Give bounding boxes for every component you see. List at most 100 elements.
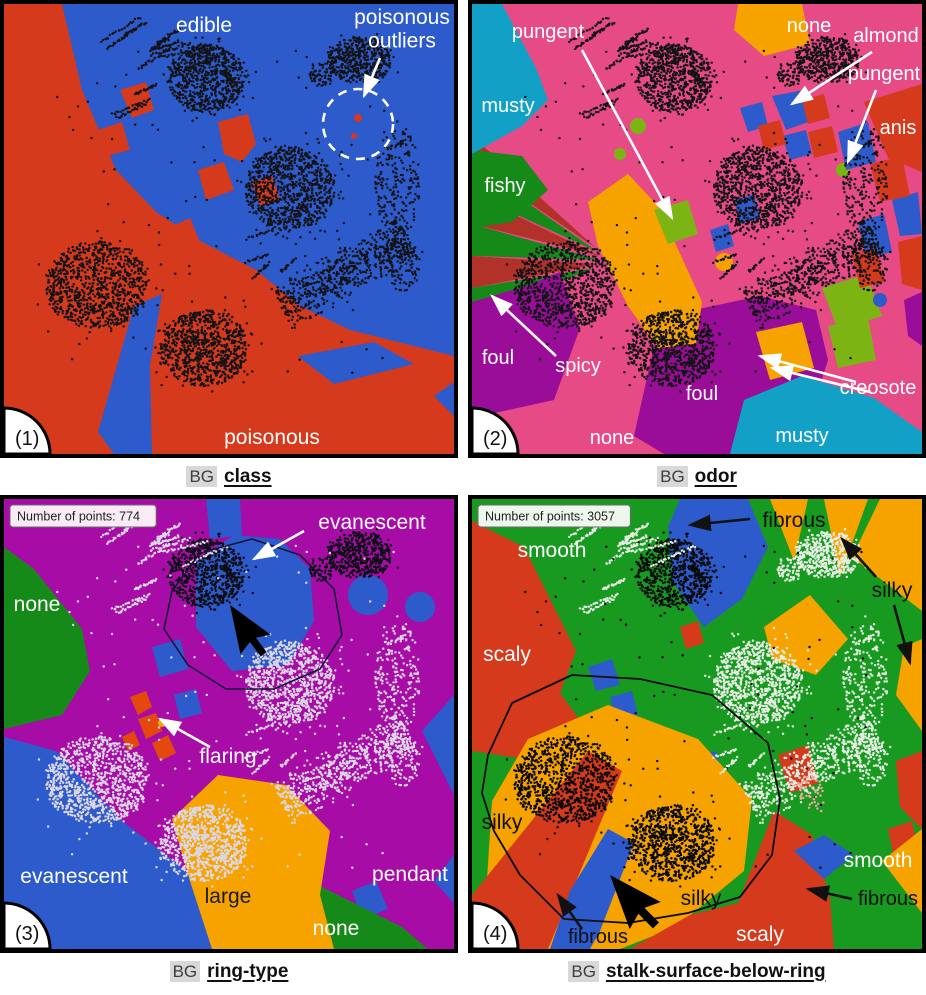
outlier-dashed-circle bbox=[321, 87, 395, 161]
points-count-tooltip bbox=[9, 504, 157, 528]
annotation-arrow bbox=[556, 892, 584, 930]
scatter-panel-class[interactable]: edible poisonous outliers poisonous (1) bbox=[0, 0, 458, 458]
annotation-arrow bbox=[840, 537, 877, 578]
decision-region bbox=[778, 745, 818, 793]
annotation-arrow bbox=[687, 514, 751, 532]
panel-number: (3) bbox=[15, 923, 39, 945]
caption-attribute: stalk-surface-below-ring bbox=[605, 960, 826, 982]
dot-cluster-J bbox=[244, 694, 335, 778]
dot-cluster-G bbox=[834, 615, 889, 751]
decision-region bbox=[4, 737, 232, 949]
region-label: evanescent bbox=[20, 865, 128, 888]
annotation-arrow bbox=[580, 49, 674, 221]
decision-region bbox=[472, 751, 622, 949]
region-label: none bbox=[14, 593, 61, 616]
decision-region bbox=[98, 294, 162, 454]
panel-cell-1: edible poisonous outliers poisonous (1) BG c… bbox=[0, 0, 458, 495]
dot-cluster-G2 bbox=[852, 243, 892, 292]
caption-attribute: odor bbox=[694, 465, 737, 487]
dot-cluster-F bbox=[622, 300, 731, 393]
region-label: silky bbox=[872, 579, 913, 602]
panel-cell-2: pungent none almond pungent musty anis fishy fo… bbox=[468, 0, 926, 495]
annotation-arrow bbox=[846, 89, 878, 165]
scatter-panel-stalk-surface-below-ring[interactable]: smooth fibrous silky scaly silky fibrous silky… bbox=[468, 495, 926, 953]
annotation-arrow bbox=[490, 294, 557, 357]
decision-region bbox=[218, 114, 256, 162]
dot-cluster-J bbox=[712, 694, 803, 778]
annotation-arrow bbox=[769, 364, 871, 394]
panel-caption-3: BG ring-type bbox=[169, 953, 288, 990]
region-label: almond bbox=[853, 25, 919, 47]
decision-region bbox=[822, 274, 882, 330]
mouse-cursor-icon bbox=[610, 875, 661, 930]
region-label: fibrous bbox=[858, 888, 918, 910]
dot-cluster-A bbox=[630, 36, 726, 120]
region-label: spicy bbox=[555, 355, 601, 377]
panel-number-badge bbox=[472, 901, 520, 949]
dot-cluster-A bbox=[630, 531, 726, 615]
decision-region bbox=[828, 318, 876, 368]
region-label: scaly bbox=[483, 643, 531, 666]
decision-region bbox=[354, 114, 362, 122]
scatter-panel-ring-type[interactable]: evanescent none flaring evanescent large none… bbox=[0, 495, 458, 953]
bg-chip: BG bbox=[186, 466, 217, 487]
panel-caption-4: BG stalk-surface-below-ring bbox=[568, 953, 826, 990]
region-label: edible bbox=[176, 14, 232, 37]
decision-region bbox=[808, 126, 838, 158]
decision-region bbox=[630, 118, 646, 134]
dot-cluster-D bbox=[704, 626, 818, 741]
region-label: none bbox=[590, 427, 635, 449]
dot-cluster-B2 bbox=[776, 557, 803, 582]
decision-region bbox=[882, 829, 922, 913]
region-label: foul bbox=[686, 383, 718, 405]
dot-cluster-D bbox=[236, 626, 350, 741]
dot-cluster-H bbox=[270, 714, 421, 825]
decision-region bbox=[680, 621, 704, 649]
panel-number-badge bbox=[472, 406, 520, 454]
dot-cluster-A bbox=[162, 531, 258, 615]
decision-region bbox=[434, 382, 454, 416]
dot-cluster-F bbox=[154, 300, 263, 393]
mouse-cursor-icon bbox=[230, 605, 271, 657]
decision-region bbox=[892, 192, 922, 236]
region-label: scaly bbox=[736, 923, 784, 946]
region-label: fibrous bbox=[568, 926, 628, 948]
points-count-tooltip bbox=[477, 504, 631, 528]
dot-cluster-D bbox=[236, 131, 350, 246]
decision-region bbox=[588, 174, 702, 348]
dot-cluster-B2 bbox=[308, 62, 335, 87]
region-label: pungent bbox=[848, 63, 921, 85]
decision-region bbox=[152, 735, 176, 761]
dot-cluster-E bbox=[504, 239, 632, 340]
annotation-arrow bbox=[805, 885, 853, 902]
decision-region bbox=[172, 775, 334, 949]
decision-region bbox=[734, 4, 810, 56]
region-label: anis bbox=[880, 117, 917, 139]
region-label: smooth bbox=[518, 539, 587, 562]
decision-region bbox=[740, 102, 768, 132]
region-label: pungent bbox=[512, 21, 585, 43]
decision-region bbox=[4, 547, 90, 729]
dot-cluster-G2 bbox=[852, 738, 892, 787]
points-count-text: Number of points: 774 bbox=[17, 510, 140, 524]
region-label: evanescent bbox=[318, 511, 426, 534]
bg-chip: BG bbox=[169, 961, 201, 982]
decision-region bbox=[348, 575, 388, 615]
scatter-panel-odor[interactable]: pungent none almond pungent musty anis fishy fo… bbox=[468, 0, 926, 458]
panel-cell-3: evanescent none flaring evanescent large none… bbox=[0, 495, 458, 990]
region-label: silky bbox=[482, 811, 523, 834]
decision-region bbox=[198, 162, 234, 200]
decision-region bbox=[122, 731, 140, 751]
dot-cluster-J bbox=[712, 199, 803, 283]
dot-cluster-H bbox=[738, 219, 889, 330]
annotation-arrow bbox=[157, 717, 211, 749]
decision-region bbox=[794, 835, 854, 879]
decision-region bbox=[898, 236, 922, 290]
decision-region bbox=[98, 122, 130, 156]
panel-number: (1) bbox=[15, 428, 39, 450]
panel-cell-4: smooth fibrous silky scaly silky fibrous silky… bbox=[468, 495, 926, 990]
decision-region bbox=[138, 713, 162, 739]
panel-number-badge bbox=[4, 901, 52, 949]
decision-region bbox=[174, 689, 202, 719]
